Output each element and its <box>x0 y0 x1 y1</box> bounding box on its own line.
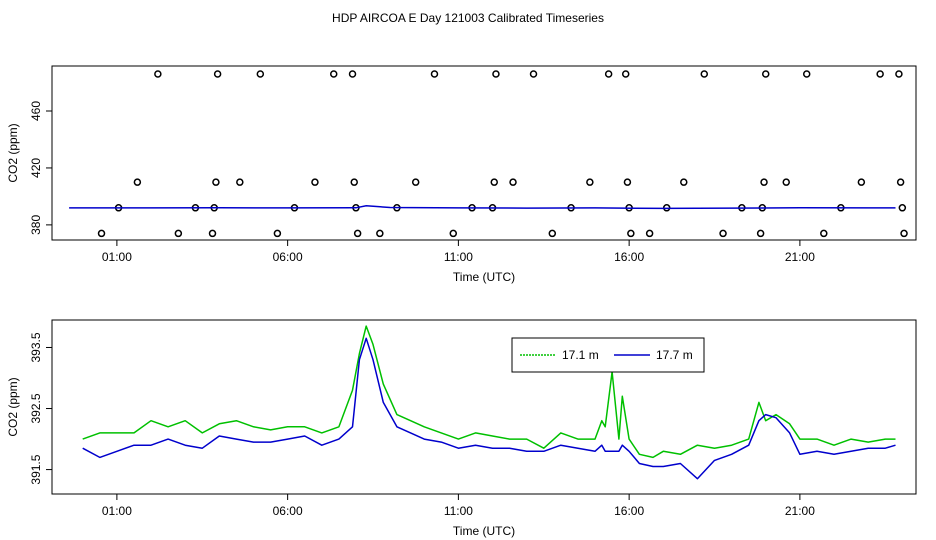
top-plot-frame <box>51 65 917 241</box>
calibration-point <box>353 229 362 238</box>
calibration-point <box>756 229 765 238</box>
calibration-point <box>895 70 903 78</box>
series-line-17-1-m <box>82 325 896 459</box>
top-calibration-points <box>97 70 908 238</box>
calibration-point <box>411 178 420 186</box>
legend-label-17-1m: 17.1 m <box>562 348 599 362</box>
calibration-point <box>719 229 727 238</box>
calibration-point <box>761 70 770 78</box>
series-line-17-7-m <box>82 337 896 480</box>
x-tick-label: 01:00 <box>102 250 132 264</box>
bottom-y-ticks: 391.5 392.5 393.5 <box>29 332 52 485</box>
calibration-point <box>782 178 790 186</box>
calibration-point <box>348 70 357 78</box>
x-tick-label: 21:00 <box>785 250 815 264</box>
x-tick-label: 06:00 <box>273 504 303 518</box>
legend: 17.1 m 17.7 m <box>511 337 705 373</box>
bottom-x-axis-label: Time (UTC) <box>453 524 515 538</box>
chart-title: HDP AIRCOA E Day 121003 Calibrated Times… <box>332 11 604 25</box>
x-tick-label: 11:00 <box>444 250 473 264</box>
calibration-point <box>621 70 630 78</box>
calibration-point <box>820 229 828 238</box>
x-tick-label: 11:00 <box>444 504 473 518</box>
calibration-point <box>604 70 613 78</box>
calibration-point <box>256 70 265 78</box>
x-tick-label: 06:00 <box>273 250 303 264</box>
calibration-point <box>350 178 358 186</box>
calibration-point <box>490 178 498 186</box>
calibration-point <box>896 178 905 186</box>
calibration-point <box>623 178 632 186</box>
top-y-axis-label: CO2 (ppm) <box>6 123 20 182</box>
calibration-point <box>548 229 557 238</box>
calibration-point <box>236 178 244 186</box>
y-tick-label: 380 <box>29 215 43 235</box>
bottom-x-ticks: 01:00 06:00 11:00 16:00 21:00 <box>102 494 815 518</box>
y-tick-label: 391.5 <box>29 454 43 484</box>
bottom-y-axis-label: CO2 (ppm) <box>6 377 20 436</box>
y-tick-label: 392.5 <box>29 393 43 423</box>
calibration-point <box>97 229 106 238</box>
calibration-point <box>208 229 217 238</box>
calibration-point <box>376 229 384 238</box>
calibration-point <box>760 178 768 186</box>
calibration-point <box>876 70 884 78</box>
calibration-point <box>586 178 594 186</box>
calibration-point <box>645 229 654 238</box>
calibration-point <box>273 229 282 238</box>
calibration-point <box>430 70 439 78</box>
y-tick-label: 460 <box>29 101 43 121</box>
top-x-ticks: 01:00 06:00 11:00 16:00 21:00 <box>102 240 815 264</box>
bottom-series-lines <box>82 325 896 480</box>
top-x-axis-label: Time (UTC) <box>453 270 515 284</box>
calibration-point <box>627 229 635 238</box>
calibration-point <box>329 70 338 78</box>
top-series-lines <box>69 205 896 210</box>
calibration-point <box>213 70 222 78</box>
calibration-point <box>700 70 709 78</box>
top-series-line <box>69 205 896 210</box>
top-panel: CO2 (ppm) Time (UTC) 01:00 06:00 11:00 16:0… <box>6 65 917 284</box>
calibration-point <box>857 178 866 186</box>
calibration-point <box>174 229 183 238</box>
calibration-point <box>802 70 811 78</box>
calibration-point <box>509 178 517 186</box>
calibration-point <box>898 204 907 212</box>
calibration-point <box>900 229 908 238</box>
calibration-point <box>529 70 538 78</box>
x-tick-label: 16:00 <box>614 504 644 518</box>
calibration-point <box>212 178 220 186</box>
bottom-plot-frame <box>51 319 917 495</box>
x-tick-label: 16:00 <box>614 250 644 264</box>
calibration-point <box>492 70 500 78</box>
calibration-point <box>154 70 162 78</box>
y-tick-label: 393.5 <box>29 332 43 362</box>
calibration-point <box>449 229 458 238</box>
x-tick-label: 21:00 <box>785 504 815 518</box>
x-tick-label: 01:00 <box>102 504 132 518</box>
legend-label-17-7m: 17.7 m <box>656 348 693 362</box>
calibration-point <box>311 178 319 186</box>
calibration-point <box>680 178 688 186</box>
top-y-ticks: 380 420 460 <box>29 101 52 235</box>
calibration-point <box>133 178 142 186</box>
bottom-panel: CO2 (ppm) Time (UTC) 01:00 06:00 11:00 16:0… <box>6 319 917 538</box>
y-tick-label: 420 <box>29 158 43 178</box>
